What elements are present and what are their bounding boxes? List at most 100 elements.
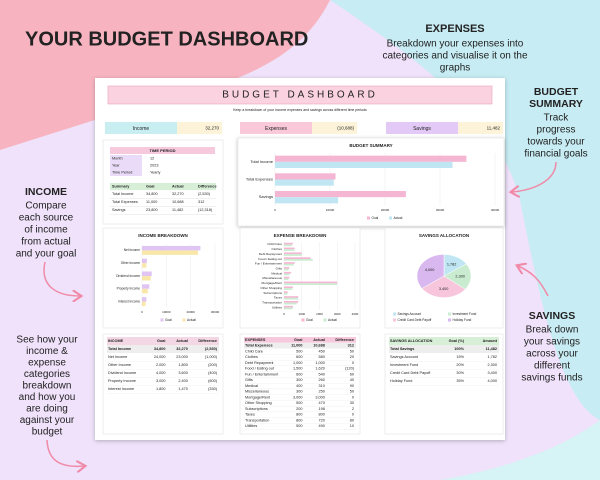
summary-cell: 11,000 (146, 200, 157, 204)
bar (284, 252, 302, 255)
bar (284, 244, 292, 247)
legend-swatch (393, 318, 396, 322)
x-tick-label: 30000 (211, 310, 220, 314)
table-total-row (389, 345, 499, 353)
bar (284, 249, 295, 251)
time-period-cell: Time Period (112, 171, 132, 175)
category-label: Child Care (267, 242, 282, 246)
table-cell: (200) (208, 363, 218, 367)
callout-text: savings funds (521, 373, 582, 384)
pie-slice (416, 254, 445, 289)
callout-text: of income (24, 225, 68, 236)
table-cell: Investment Fund (390, 363, 418, 367)
time-period-label-cell (110, 169, 142, 176)
table-cell: Utilities (245, 424, 257, 428)
legend-label: Holiday Fund (453, 318, 472, 322)
category-label: Subscriptions (263, 291, 282, 295)
table-header-cell: Actual (176, 339, 188, 343)
x-tick-label: 40000 (491, 208, 500, 212)
bar (275, 155, 467, 162)
x-tick-label: 30000 (436, 208, 445, 212)
time-period-header (110, 147, 215, 154)
pie-slice (421, 275, 466, 298)
slice-label: 2,300 (455, 274, 465, 278)
bar (284, 271, 292, 274)
table-cell: 10 (350, 424, 354, 428)
table-cell: 3,000 (293, 395, 303, 399)
callout-text: towards your (527, 137, 585, 148)
summary-cell: Total Income (112, 192, 134, 196)
bar (284, 301, 299, 303)
callout-text: income & (26, 346, 68, 357)
legend-swatch (389, 216, 392, 220)
category-label: Food / Eating out (258, 257, 282, 261)
bg-pink (0, 0, 330, 150)
table-cell: Total Income (108, 347, 131, 351)
table-cell: Debt Repayment (245, 361, 274, 365)
summary-cell: (2,530) (198, 192, 211, 196)
category-label: Medical (271, 271, 282, 275)
callout-text: Compare (25, 201, 67, 212)
table-header-cell: Difference (335, 338, 354, 342)
table-cell: 4,000 (156, 371, 166, 375)
category-label: Other Shopping (260, 286, 282, 290)
chart-title: EXPENSE BREAKDOWN (274, 233, 327, 238)
table-cell: 30 (350, 401, 354, 405)
bar (284, 302, 297, 305)
table-cell: Fun / Entertainment (245, 372, 279, 376)
table-cell: 198 (319, 407, 325, 411)
kpi-label: Expenses (265, 126, 287, 132)
table-cell: 50 (350, 390, 354, 394)
slice-label: 1,782 (447, 263, 457, 267)
table-cell: Other Income (108, 363, 131, 367)
table-cell: Miscellaneous (245, 390, 269, 394)
bar (284, 273, 290, 276)
table-cell: Taxes (245, 413, 255, 417)
bar (142, 284, 150, 289)
summary-header-cell: Difference (198, 185, 217, 189)
table-cell: Child Care (245, 349, 263, 353)
table-header-cell: EXPENSES (245, 338, 266, 342)
category-label: Net Income (124, 248, 141, 252)
kpi-label-cell (240, 122, 312, 134)
kpi-value: (10,688) (337, 126, 354, 131)
table-header-cell: INCOME (108, 339, 124, 343)
category-label: Clothes (272, 247, 283, 251)
summary-cell: 34,800 (146, 192, 158, 196)
callout-text: Break down (526, 325, 579, 336)
table-cell: 310 (319, 384, 325, 388)
bar (284, 281, 338, 284)
table-cell: 600 (296, 355, 302, 359)
table-cell: 1,000 (315, 361, 325, 365)
table-cell: Property Income (108, 379, 136, 383)
arrow (46, 439, 84, 466)
time-period-cell: 2023 (150, 164, 158, 168)
table-cell: 0 (352, 395, 354, 399)
bar (284, 307, 293, 310)
bar (284, 291, 288, 293)
table-cell: 11,000 (291, 344, 302, 348)
bar (284, 276, 290, 279)
callout-title: BUDGET (534, 86, 579, 98)
callout-text: against your (20, 415, 75, 426)
table-cell: 260 (319, 378, 325, 382)
table-cell: 2,300 (487, 363, 497, 367)
table-cell: Gifts (245, 378, 253, 382)
bar (142, 288, 148, 294)
table-cell: 90 (350, 384, 354, 388)
table-cell: 1,470 (178, 387, 188, 391)
summary-header-cell: Actual (172, 185, 184, 189)
bar (142, 263, 147, 268)
category-label: Taxes (274, 296, 283, 300)
table-cell: 3,000 (315, 395, 325, 399)
category-label: Mortgage/Rent (262, 281, 283, 285)
category-label: Total Expenses (246, 177, 273, 182)
legend-label: Credit Card Debt Payoff (398, 318, 432, 322)
legend-swatch (160, 318, 164, 322)
bg-blue (330, 0, 600, 420)
table-header (244, 337, 356, 343)
bar (284, 288, 293, 290)
callout-title: SUMMARY (529, 98, 583, 110)
category-label: Fun / Entertainment (255, 262, 282, 266)
